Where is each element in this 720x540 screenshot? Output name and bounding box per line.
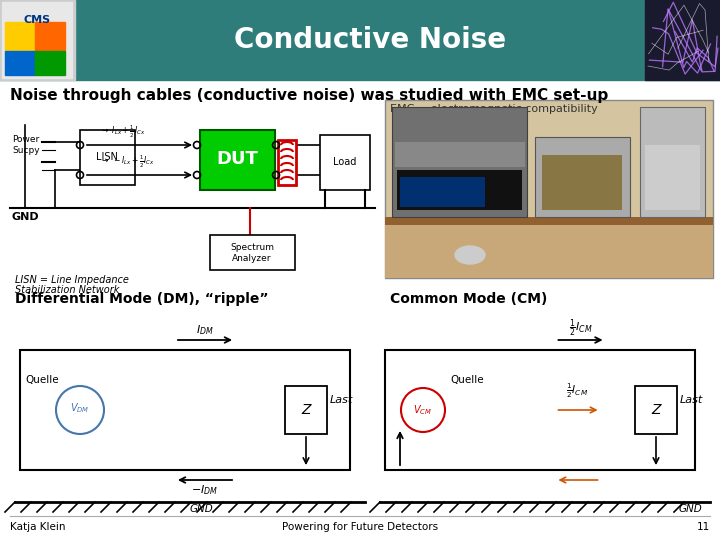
- Bar: [278, 140, 296, 185]
- Bar: [640, 107, 705, 217]
- Text: Spectrum
Analyzer: Spectrum Analyzer: [230, 243, 274, 263]
- Text: $\frac{1}{2}I_{CM}$: $\frac{1}{2}I_{CM}$: [567, 382, 588, 400]
- Bar: [285, 386, 327, 434]
- Bar: [210, 235, 295, 270]
- Bar: [385, 350, 695, 470]
- Bar: [0, 0, 75, 80]
- Bar: [385, 100, 713, 278]
- Text: EMC = electromagnetic compatibility: EMC = electromagnetic compatibility: [390, 104, 598, 114]
- Bar: [2, 2, 72, 78]
- Text: Z: Z: [652, 403, 661, 417]
- Bar: [535, 137, 630, 217]
- Bar: [397, 170, 522, 210]
- Text: Last: Last: [330, 395, 354, 405]
- Text: LISN: LISN: [96, 152, 118, 162]
- Text: GND: GND: [678, 504, 702, 514]
- Text: $V_{CM}$: $V_{CM}$: [413, 403, 433, 417]
- Text: $V_{DM}$: $V_{DM}$: [71, 401, 90, 415]
- Text: $I_{DM}$: $I_{DM}$: [196, 323, 214, 337]
- Text: Load: Load: [333, 157, 356, 167]
- Text: DUT: DUT: [216, 150, 258, 168]
- Text: Common Mode (CM): Common Mode (CM): [390, 292, 547, 306]
- Text: CMS: CMS: [24, 15, 50, 25]
- Bar: [392, 107, 527, 217]
- Bar: [542, 155, 622, 210]
- Text: Conductive Noise: Conductive Noise: [234, 26, 506, 54]
- Bar: [200, 130, 275, 190]
- Bar: [0, 0, 720, 80]
- Bar: [635, 386, 677, 434]
- Bar: [35, 22, 65, 50]
- Text: GND: GND: [189, 504, 213, 514]
- Text: $\rightarrow\ -I_{Lx} + \frac{1}{2}I_{Cx}$: $\rightarrow\ -I_{Lx} + \frac{1}{2}I_{Cx…: [100, 154, 155, 170]
- Bar: [385, 217, 713, 225]
- Bar: [5, 22, 35, 50]
- Ellipse shape: [455, 246, 485, 264]
- Bar: [395, 142, 525, 167]
- Bar: [35, 51, 65, 75]
- Text: Stabilization Network: Stabilization Network: [15, 285, 120, 295]
- Text: Last: Last: [680, 395, 703, 405]
- Bar: [645, 145, 700, 210]
- Text: Quelle: Quelle: [450, 375, 484, 385]
- Bar: [20, 350, 350, 470]
- Text: 11: 11: [697, 522, 710, 532]
- Text: $-I_{DM}$: $-I_{DM}$: [192, 483, 219, 497]
- Text: Quelle: Quelle: [25, 375, 58, 385]
- Text: Katja Klein: Katja Klein: [10, 522, 66, 532]
- Text: $\frac{1}{2}I_{CM}$: $\frac{1}{2}I_{CM}$: [569, 318, 593, 339]
- Bar: [645, 0, 720, 80]
- Text: GND: GND: [12, 212, 40, 222]
- Text: Powering for Future Detectors: Powering for Future Detectors: [282, 522, 438, 532]
- Text: LISN = Line Impedance: LISN = Line Impedance: [15, 275, 129, 285]
- Bar: [80, 130, 135, 185]
- Bar: [5, 51, 35, 75]
- Text: Noise through cables (conductive noise) was studied with EMC set-up: Noise through cables (conductive noise) …: [10, 88, 608, 103]
- Bar: [400, 177, 485, 207]
- Text: Z: Z: [301, 403, 311, 417]
- Text: Power
Sucpy: Power Sucpy: [12, 135, 40, 155]
- Text: $\rightarrow\ I_{Lx} + \frac{1}{2}I_{Cx}$: $\rightarrow\ I_{Lx} + \frac{1}{2}I_{Cx}…: [100, 124, 145, 140]
- Bar: [320, 135, 370, 190]
- Bar: [385, 223, 713, 278]
- Text: Differential Mode (DM), “ripple”: Differential Mode (DM), “ripple”: [15, 292, 269, 306]
